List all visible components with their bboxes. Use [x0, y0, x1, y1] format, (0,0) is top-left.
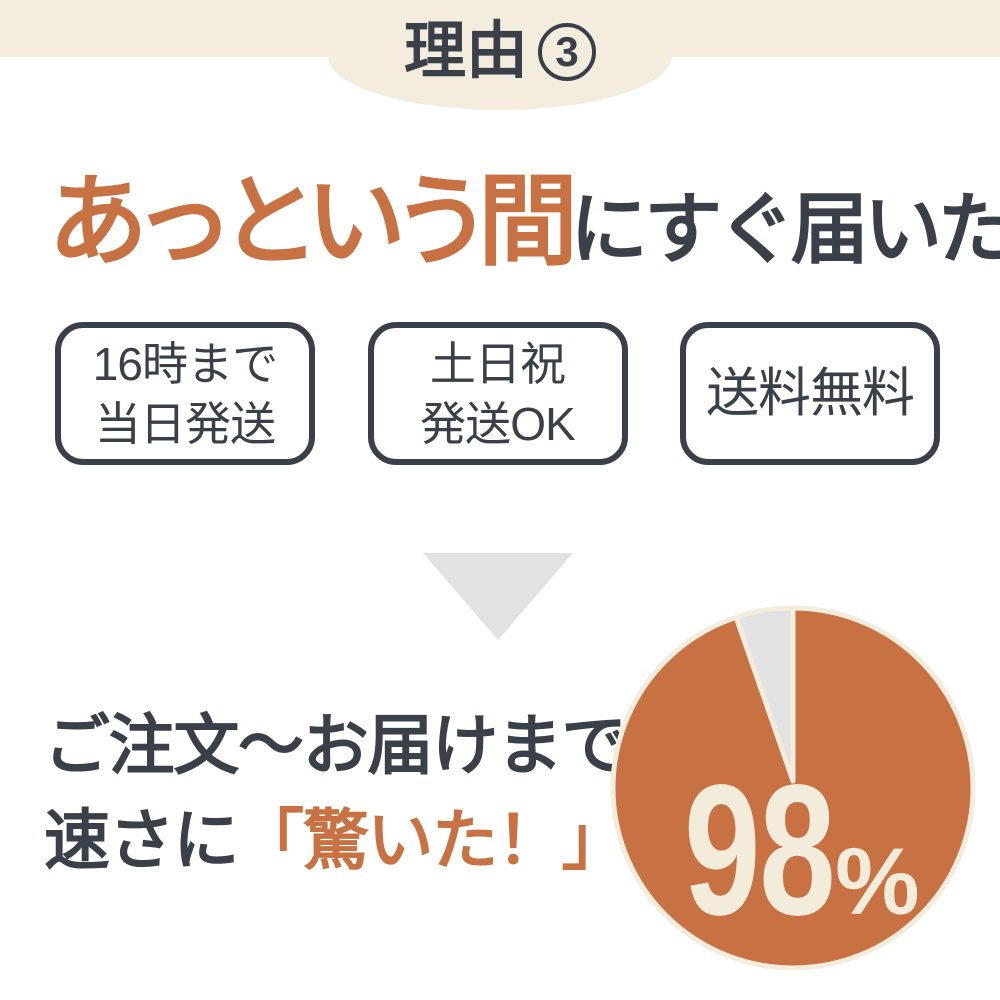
headline-rest: にすぐ届いた！ — [570, 185, 1000, 273]
badge-line: 土日祝 — [429, 337, 566, 390]
pie-chart — [605, 600, 981, 976]
header-title: 理由 3 — [0, 0, 1000, 104]
reason-number: 3 — [555, 28, 579, 75]
stat-line1: ご注文〜お届けまでの — [44, 708, 692, 782]
badge-free-shipping: 送料無料 — [680, 322, 940, 465]
header-bulge — [328, 2, 672, 110]
badges-row: 16時まで 当日発送 土日祝 発送OK 送料無料 — [55, 322, 940, 465]
headline-emphasis: あっという間 — [48, 166, 578, 278]
stat-emphasis: 「驚いた！」 — [238, 803, 627, 877]
headline: あっという間にすぐ届いた！ — [48, 172, 1000, 272]
badge-line: 当日発送 — [94, 397, 276, 450]
badge-weekend-shipping: 土日祝 発送OK — [367, 322, 628, 465]
stat-line2: 速さに「驚いた！」方 — [44, 793, 692, 888]
arrow-down-icon — [423, 553, 573, 640]
percent-number: 98 — [684, 747, 836, 954]
stat-text: ご注文〜お届けまでの 速さに「驚いた！」方 — [44, 698, 692, 888]
pie-chart-svg — [610, 605, 976, 971]
badge-line: 発送OK — [420, 397, 576, 450]
badge-line: 送料無料 — [706, 363, 915, 423]
reason-label: 理由 — [403, 17, 528, 86]
badge-line: 16時まで — [92, 337, 278, 390]
reason-number-badge: 3 — [538, 23, 596, 81]
pie-slice-remainder — [733, 605, 796, 784]
percent-sign: % — [835, 829, 920, 935]
badge-same-day-shipping: 16時まで 当日発送 — [55, 322, 315, 465]
pie-value-label: 98% — [684, 758, 920, 944]
stat-line2-prefix: 速さに — [44, 803, 239, 877]
